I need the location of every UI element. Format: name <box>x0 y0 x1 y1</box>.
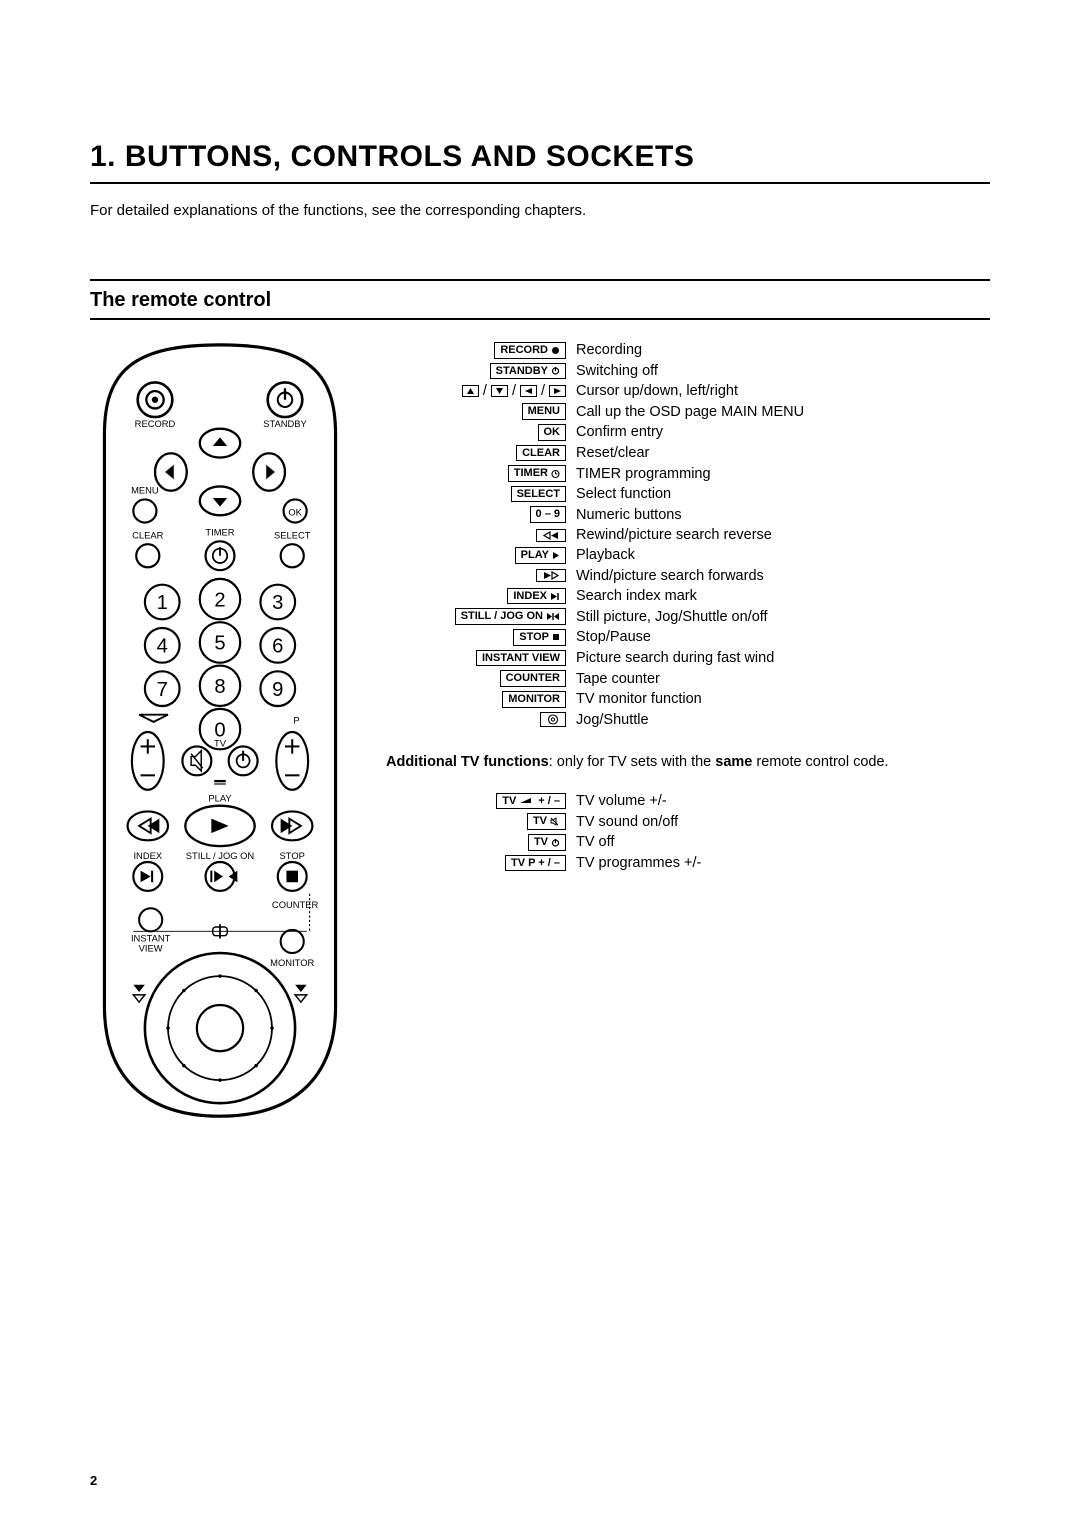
desc-row: STILL / JOG ON Still picture, Jog/Shuttl… <box>386 608 990 625</box>
svg-text:TV: TV <box>214 738 227 748</box>
clock-icon <box>551 469 560 478</box>
btn-label-numeric: 0 – 9 <box>530 506 566 523</box>
page-number: 2 <box>90 1473 97 1488</box>
desc-row: INSTANT VIEW Picture search during fast … <box>386 650 990 667</box>
additional-functions-text: Additional TV functions: only for TV set… <box>386 752 990 773</box>
svg-text:4: 4 <box>157 636 168 658</box>
fast-forward-icon <box>536 569 566 582</box>
desc-row: / / / Cursor up/down, left/right <box>386 383 990 399</box>
svg-text:1: 1 <box>157 592 168 614</box>
desc-row: STOP Stop/Pause <box>386 629 990 646</box>
btn-label-counter: COUNTER <box>500 670 566 687</box>
intro-text: For detailed explanations of the functio… <box>90 202 990 219</box>
svg-text:COUNTER: COUNTER <box>272 900 319 910</box>
description-list: RECORD Recording STANDBY Switching off /… <box>386 342 990 1127</box>
svg-text:6: 6 <box>272 636 283 658</box>
heading-rule <box>90 182 990 184</box>
stop-icon <box>552 633 560 642</box>
svg-text:OK: OK <box>288 507 302 517</box>
desc-row: MONITOR TV monitor function <box>386 691 990 708</box>
desc-row: Jog/Shuttle <box>386 712 990 728</box>
svg-text:CLEAR: CLEAR <box>132 530 163 540</box>
power-icon <box>551 838 560 847</box>
cursor-right-icon <box>549 385 566 397</box>
svg-text:INDEX: INDEX <box>133 851 162 861</box>
btn-label-stilljog: STILL / JOG ON <box>455 608 566 625</box>
desc-row: SELECT Select function <box>386 486 990 503</box>
svg-text:P: P <box>293 715 299 725</box>
desc-row: TV + / – TV volume +/- <box>386 793 990 810</box>
cursor-left-icon <box>520 385 537 397</box>
btn-label-tv-vol: TV + / – <box>496 793 566 810</box>
desc-row: INDEX Search index mark <box>386 588 990 605</box>
remote-diagram: RECORD STANDBY MENU OK <box>90 342 350 1127</box>
svg-text:VIEW: VIEW <box>139 944 163 954</box>
svg-text:9: 9 <box>272 679 283 701</box>
subheading-rule-top <box>90 279 990 281</box>
desc-row: PLAY Playback <box>386 547 990 564</box>
svg-text:7: 7 <box>157 679 168 701</box>
rewind-icon <box>536 529 566 542</box>
power-icon <box>551 366 560 375</box>
mute-icon <box>550 817 560 826</box>
desc-row: TV TV sound on/off <box>386 813 990 830</box>
desc-row: Rewind/picture search reverse <box>386 527 990 543</box>
desc-row: COUNTER Tape counter <box>386 670 990 687</box>
desc-row: TIMER TIMER programming <box>386 465 990 482</box>
btn-label-tv-off: TV <box>528 834 566 851</box>
btn-label-index: INDEX <box>507 588 566 605</box>
svg-text:TIMER: TIMER <box>205 528 234 538</box>
svg-text:STILL / JOG ON: STILL / JOG ON <box>186 851 254 861</box>
svg-text:3: 3 <box>272 592 283 614</box>
desc-row: STANDBY Switching off <box>386 363 990 380</box>
play-icon <box>552 551 560 560</box>
desc-row: CLEAR Reset/clear <box>386 445 990 462</box>
subheading-rule-bottom <box>90 318 990 320</box>
btn-label-select: SELECT <box>511 486 566 503</box>
desc-row: RECORD Recording <box>386 342 990 359</box>
section-title: 1. BUTTONS, CONTROLS AND SOCKETS <box>90 140 990 174</box>
svg-text:MENU: MENU <box>131 486 159 496</box>
btn-label-stop: STOP <box>513 629 566 646</box>
desc-row: TV TV off <box>386 834 990 851</box>
subheading: The remote control <box>90 289 990 312</box>
desc-row: OK Confirm entry <box>386 424 990 441</box>
btn-label-timer: TIMER <box>508 465 566 482</box>
svg-text:2: 2 <box>214 589 225 611</box>
svg-text:STANDBY: STANDBY <box>263 419 307 429</box>
btn-label-instant-view: INSTANT VIEW <box>476 650 566 667</box>
circle-dot-icon <box>551 346 560 355</box>
desc-row: Wind/picture search forwards <box>386 568 990 584</box>
btn-label-ok: OK <box>538 424 567 441</box>
btn-label-standby: STANDBY <box>490 363 566 380</box>
cursor-up-icon <box>462 385 479 397</box>
btn-label-record: RECORD <box>494 342 566 359</box>
svg-text:PLAY: PLAY <box>208 793 232 803</box>
btn-label-play: PLAY <box>515 547 566 564</box>
btn-label-clear: CLEAR <box>516 445 566 462</box>
svg-text:INSTANT: INSTANT <box>131 933 171 943</box>
svg-text:STOP: STOP <box>280 851 305 861</box>
btn-label-tv-mute: TV <box>527 813 566 830</box>
desc-row: MENU Call up the OSD page MAIN MENU <box>386 403 990 420</box>
svg-text:SELECT: SELECT <box>274 530 311 540</box>
skip-both-icon <box>546 612 560 621</box>
skip-fwd-icon <box>550 592 560 601</box>
svg-text:5: 5 <box>214 633 225 655</box>
svg-text:MONITOR: MONITOR <box>270 958 314 968</box>
btn-label-menu: MENU <box>522 403 566 420</box>
volume-icon <box>519 796 535 805</box>
desc-row: TV P + / – TV programmes +/- <box>386 855 990 872</box>
btn-label-tv-prog: TV P + / – <box>505 855 566 872</box>
desc-row: 0 – 9 Numeric buttons <box>386 506 990 523</box>
jog-dial-icon <box>540 712 566 727</box>
svg-text:RECORD: RECORD <box>135 419 176 429</box>
svg-text:8: 8 <box>214 676 225 698</box>
btn-label-monitor: MONITOR <box>502 691 566 708</box>
cursor-down-icon <box>491 385 508 397</box>
